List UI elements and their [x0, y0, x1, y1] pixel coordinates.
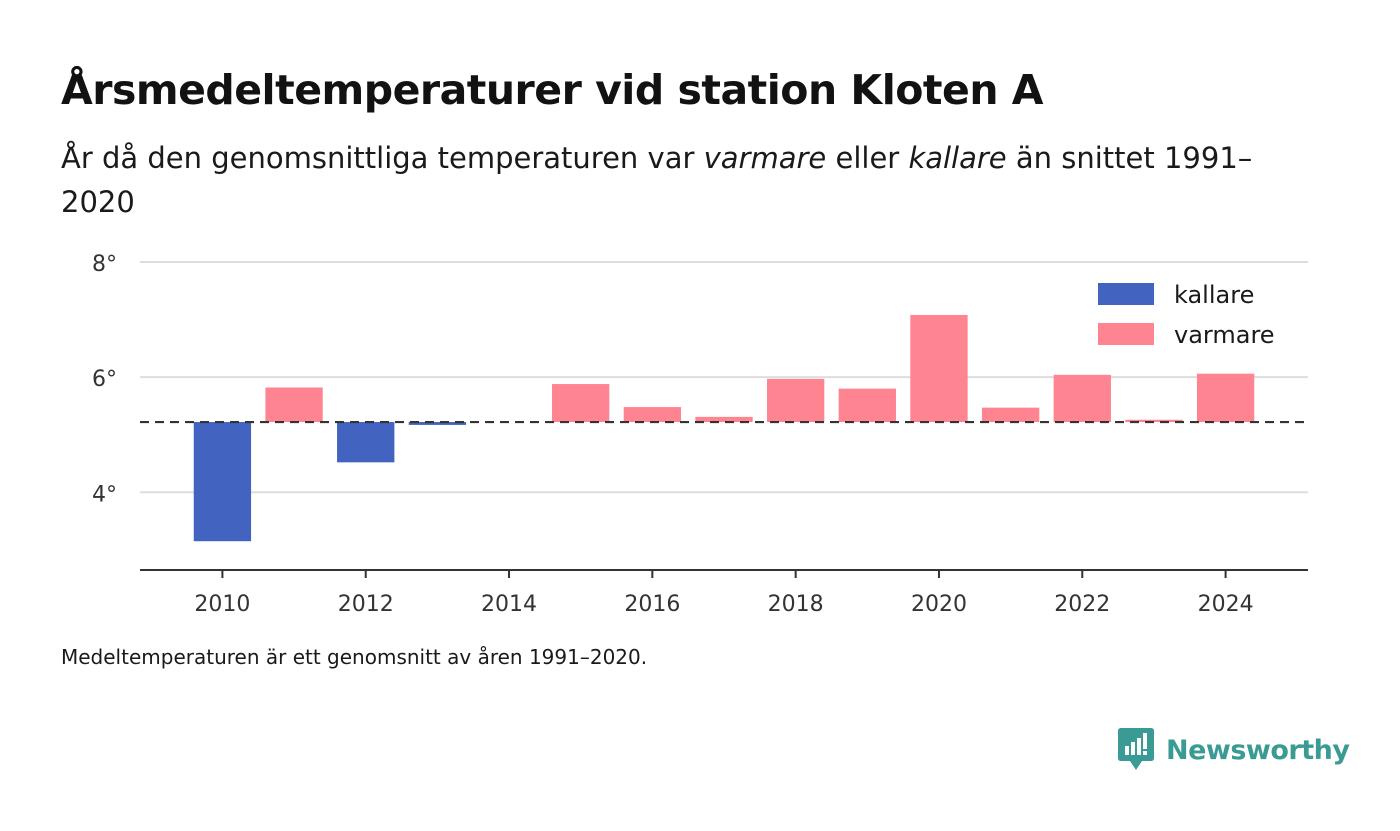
bar-2018-warm	[766, 378, 825, 423]
legend: kallare varmare	[1098, 281, 1275, 349]
legend-label-cold: kallare	[1174, 281, 1254, 309]
bar-2016-warm	[623, 407, 682, 423]
subtitle-prefix: År då den genomsnittliga temperaturen va…	[61, 141, 704, 175]
y-tick-label: 4°	[92, 482, 117, 507]
bar-2024-warm	[1196, 373, 1255, 423]
bar-2017-warm	[695, 416, 753, 423]
x-tick-label: 2012	[338, 592, 394, 617]
bar-2011-warm	[265, 387, 323, 423]
x-tick-label: 2016	[624, 592, 680, 617]
y-tick-label: 6°	[92, 367, 117, 392]
bar-2019-warm	[838, 388, 896, 423]
chart-title: Årsmedeltemperaturer vid station Kloten …	[61, 66, 1044, 114]
x-axis-labels: 2010 2012 2014 2016 2018 2020 2022 2024	[194, 592, 1253, 617]
grid-lines	[140, 261, 1308, 494]
x-tick-label: 2020	[911, 592, 967, 617]
footnote: Medeltemperaturen är ett genomsnitt av å…	[61, 645, 648, 669]
x-tick-label: 2010	[194, 592, 250, 617]
bar-2021-warm	[981, 407, 1040, 423]
bar-2023-warm	[1125, 419, 1183, 423]
x-tick-label: 2024	[1198, 592, 1254, 617]
y-tick-label: 8°	[92, 252, 117, 277]
bar-2022-warm	[1053, 374, 1111, 423]
x-tick-label: 2022	[1054, 592, 1110, 617]
newsworthy-logo-icon	[1118, 728, 1154, 770]
x-tick-label: 2014	[481, 592, 537, 617]
subtitle-cold-word: kallare	[908, 141, 1007, 175]
bar-2020-warm	[910, 314, 968, 423]
bar-chart: 4°6°8° 2010 2012 2014 2016 2018 2020 2022 2024 …	[92, 252, 1308, 617]
bar-2012-cold	[337, 422, 395, 463]
newsworthy-logo: Newsworthy	[1118, 728, 1350, 772]
bars	[193, 314, 1255, 542]
bar-2010-cold	[193, 422, 252, 542]
chart-subtitle: År då den genomsnittliga temperaturen va…	[61, 136, 1291, 224]
subtitle-suffix: än snittet 1991–2020	[61, 141, 1253, 219]
x-axis	[140, 569, 1308, 578]
subtitle-warm-word: varmare	[703, 141, 827, 175]
legend-swatch-warm	[1098, 323, 1154, 345]
legend-swatch-cold	[1098, 283, 1154, 305]
subtitle-middle: eller	[826, 141, 909, 175]
x-tick-label: 2018	[768, 592, 824, 617]
bar-2013-cold	[408, 422, 467, 425]
y-axis-labels: 4° 6° 8°	[92, 252, 117, 507]
legend-label-warm: varmare	[1174, 321, 1275, 349]
bar-2015-warm	[552, 384, 610, 423]
newsworthy-logo-text: Newsworthy	[1166, 734, 1350, 766]
